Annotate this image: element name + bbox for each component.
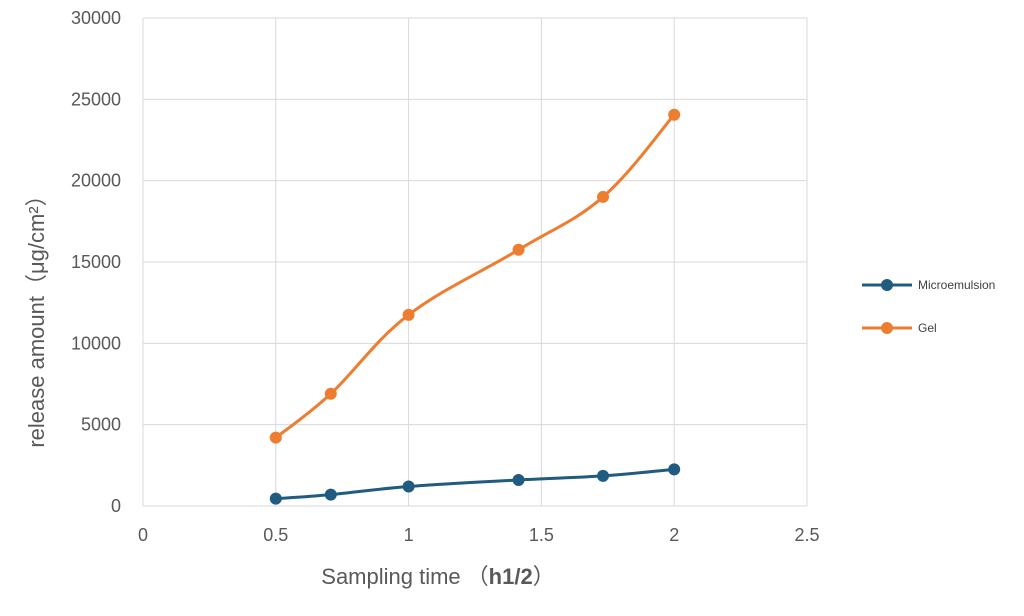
y-tick-labels: 0 5000 10000 15000 20000 25000 30000 [71, 8, 121, 516]
y-tick-label: 30000 [71, 8, 121, 28]
gridlines [142, 17, 808, 507]
data-point [324, 387, 337, 400]
data-point [597, 469, 610, 482]
legend: Microemulsion Gel [862, 278, 995, 335]
x-axis-unit: h1/2 [489, 564, 533, 589]
y-tick-label: 15000 [71, 252, 121, 272]
data-point [668, 108, 681, 121]
legend-label: Microemulsion [918, 278, 995, 292]
legend-swatch-marker [881, 279, 893, 291]
data-point [402, 308, 415, 321]
legend-item: Gel [862, 321, 937, 335]
data-point [512, 473, 525, 486]
x-tick-labels: 0 0.5 1 1.5 2 2.5 [138, 525, 820, 545]
series-microemulsion [269, 463, 681, 505]
data-point [402, 480, 415, 493]
y-tick-label: 20000 [71, 171, 121, 191]
data-point [269, 431, 282, 444]
x-tick-label: 1 [404, 525, 414, 545]
x-tick-label: 0 [138, 525, 148, 545]
legend-label: Gel [918, 321, 937, 335]
y-tick-label: 0 [111, 496, 121, 516]
data-point [324, 488, 337, 501]
series-gel [269, 108, 681, 444]
x-tick-label: 1.5 [529, 525, 554, 545]
series-lines [269, 108, 681, 505]
data-point [269, 492, 282, 505]
data-point [512, 243, 525, 256]
series-line [274, 113, 676, 440]
legend-swatch-marker [881, 322, 893, 334]
y-tick-label: 5000 [81, 415, 121, 435]
x-tick-label: 2.5 [794, 525, 819, 545]
x-axis-title: Sampling time （h1/2） [321, 564, 554, 589]
y-tick-label: 10000 [71, 333, 121, 353]
x-tick-label: 2 [669, 525, 679, 545]
data-point [597, 190, 610, 203]
y-tick-label: 25000 [71, 89, 121, 109]
y-axis-title: release amount（μg/cm²） [24, 184, 49, 447]
legend-item: Microemulsion [862, 278, 995, 292]
x-axis-title-text: Sampling time [321, 564, 460, 589]
x-tick-label: 0.5 [263, 525, 288, 545]
data-point [668, 463, 681, 476]
